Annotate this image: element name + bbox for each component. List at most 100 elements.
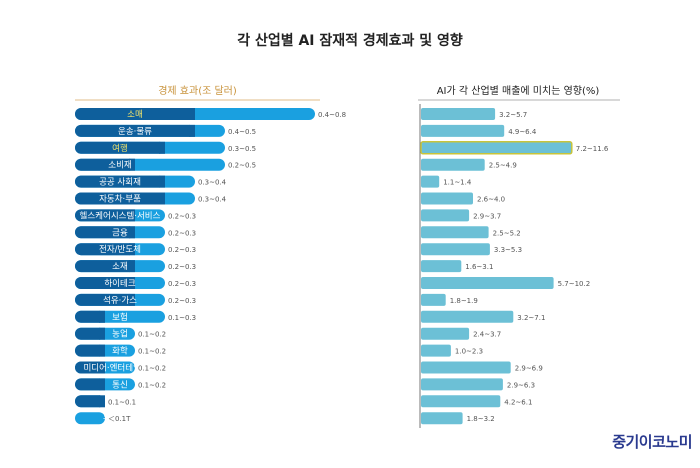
right-value-label: 3.2~7.1 — [517, 314, 545, 322]
left-bar-min-cap — [129, 209, 135, 222]
left-bar-min — [75, 209, 135, 222]
left-value-label: 0.2~0.3 — [168, 280, 196, 288]
left-category-label: 헬스케어시스템·서비스 — [80, 210, 161, 221]
left-bar-min-cap — [99, 327, 105, 340]
right-bar — [421, 412, 463, 425]
left-bar-min — [75, 243, 135, 256]
left-bar-min — [75, 175, 165, 188]
right-value-label: 1.8~1.9 — [450, 297, 478, 305]
left-bar-min-cap — [159, 141, 165, 154]
left-bar-min-cap — [129, 277, 135, 289]
right-bar — [421, 243, 490, 256]
right-value-label: 2.5~4.9 — [489, 162, 517, 170]
left-bar-min-cap — [129, 243, 135, 256]
left-value-label: 0.1~0.2 — [138, 381, 166, 389]
right-bar — [420, 141, 573, 155]
left-category-label: 석유·가스 — [103, 295, 137, 306]
right-bar — [421, 344, 451, 357]
left-value-label: 0.1~0.3 — [168, 314, 196, 322]
left-bar-min-cap — [99, 344, 105, 357]
left-value-label: ＜0.1T — [108, 415, 131, 423]
right-bar — [421, 378, 503, 391]
left-category-label: 운송·물류 — [118, 127, 152, 137]
right-value-label: 4.9~6.4 — [508, 128, 537, 136]
left-bar-min-cap — [129, 260, 135, 273]
logo: 중기이코노미 — [612, 433, 692, 451]
right-bar — [421, 327, 470, 340]
right-bar-group: 3.2~5.7 4.9~6.4 7.2~11.6 2.5~4.9 1.1~1.4 2.6~… — [420, 108, 609, 425]
left-bar-min-cap — [129, 158, 135, 171]
left-chart-title: 경제 효과(조 달러) — [158, 86, 237, 97]
right-value-label: 1.1~1.4 — [443, 179, 472, 187]
left-bar-min-cap — [99, 310, 105, 323]
left-value-label: 0.1~0.1 — [108, 398, 136, 406]
left-value-label: 0.1~0.2 — [138, 348, 166, 356]
left-value-label: 0.1~0.2 — [138, 365, 166, 373]
right-value-label: 2.9~6.3 — [507, 381, 535, 389]
left-value-label: 0.3~0.5 — [228, 145, 256, 153]
right-value-label: 3.2~5.7 — [499, 111, 527, 119]
left-value-label: 0.1~0.2 — [138, 331, 166, 339]
left-bar-min — [75, 141, 165, 154]
left-category-label: 소매 — [127, 110, 143, 120]
left-category-label: 미디어·엔터테인먼트 — [83, 363, 156, 374]
left-bar-min-cap — [189, 124, 195, 137]
left-category-label: 전자/반도체 — [99, 244, 141, 255]
left-category-label: 농업 — [112, 330, 128, 340]
right-value-label: 2.4~3.7 — [473, 331, 501, 339]
left-bar-min-cap — [159, 192, 165, 205]
right-value-label: 7.2~11.6 — [576, 145, 609, 153]
left-bar-min-cap — [99, 361, 105, 374]
left-bar-min — [75, 124, 195, 137]
left-bar-min — [75, 277, 135, 289]
left-value-label: 0.2~0.3 — [168, 263, 196, 271]
left-bar-min — [75, 344, 105, 357]
left-category-label: 여행 — [112, 143, 128, 154]
left-value-label: 0.4~0.5 — [228, 128, 256, 136]
left-bar-min — [75, 158, 135, 171]
right-bar — [421, 108, 496, 120]
left-value-label: 0.2~0.3 — [168, 246, 196, 254]
right-value-label: 1.6~3.1 — [465, 263, 493, 271]
left-value-label: 0.2~0.3 — [168, 297, 196, 305]
left-bar-min — [75, 108, 195, 120]
right-value-label: 2.9~3.7 — [473, 212, 501, 220]
left-bar-min — [75, 361, 105, 374]
left-bar-group: 소매 0.4~0.8 운송·물류 0.4~0.5 여행 0.3~0.5 소비재 0.2~0.5… — [75, 108, 346, 425]
left-bar-min — [75, 327, 105, 340]
right-chart-title: AI가 각 산업별 매출에 미치는 영향(%) — [436, 86, 600, 97]
right-bar — [421, 124, 505, 137]
right-bar — [421, 226, 489, 239]
left-value-label: 0.2~0.5 — [228, 162, 256, 170]
right-bar — [421, 209, 470, 222]
left-bar-min — [75, 293, 135, 306]
right-bar — [421, 277, 554, 289]
left-bar-min-cap — [99, 395, 105, 408]
left-bar-min-cap — [99, 378, 105, 391]
left-category-label: 통신 — [112, 380, 128, 390]
left-bar-min-cap — [159, 175, 165, 188]
left-bar-min — [75, 378, 105, 391]
left-category-label: 소재 — [112, 262, 128, 272]
left-category-label: 공공 사회재 — [99, 178, 141, 188]
right-bar — [421, 310, 514, 323]
left-category-label: 하이테크 — [104, 278, 135, 289]
left-bar-min — [75, 226, 135, 239]
left-category-label: 자동차·부품 — [99, 195, 141, 205]
left-bar-min — [75, 310, 105, 323]
right-value-label: 1.8~3.2 — [467, 415, 495, 423]
right-value-label: 2.9~6.9 — [515, 365, 543, 373]
right-bar — [421, 361, 511, 374]
right-value-label: 2.5~5.2 — [493, 229, 521, 237]
right-bar — [421, 260, 462, 273]
right-bar — [421, 395, 501, 408]
left-value-label: 0.3~0.4 — [198, 179, 227, 187]
left-category-label: 화학 — [112, 346, 128, 357]
left-category-label: 소비재 — [108, 161, 131, 171]
left-category-label: 보험 — [112, 313, 128, 323]
right-value-label: 1.0~2.3 — [455, 348, 483, 356]
left-value-label: 0.4~0.8 — [318, 111, 346, 119]
left-value-label: 0.2~0.3 — [168, 229, 196, 237]
right-value-label: 5.7~10.2 — [558, 280, 591, 288]
